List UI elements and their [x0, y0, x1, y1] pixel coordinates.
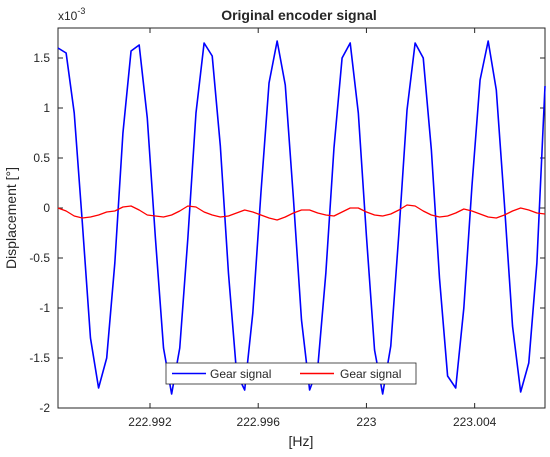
x-tick-label: 223.004 [453, 415, 497, 429]
series-line-gear-signal-blue [57, 40, 546, 395]
x-axis-ticks: 222.992 222.996 223 223.004 [128, 28, 497, 429]
y-tick-label: 1.5 [33, 51, 50, 65]
legend-label-gear-signal-red: Gear signal [340, 367, 401, 381]
legend: Gear signal Gear signal [165, 362, 417, 385]
x-tick-label: 222.996 [237, 415, 281, 429]
y-axis-label: Displacement [°] [3, 167, 19, 269]
x-axis-label: [Hz] [289, 433, 314, 449]
x-tick-label: 223 [356, 415, 376, 429]
x-tick-label: 222.992 [128, 415, 172, 429]
y-tick-label: -1 [39, 301, 50, 315]
y-axis-ticks: -2 -1.5 -1 -0.5 0 0.5 1 1.5 [29, 51, 545, 415]
y-exponent: x10-3 [58, 6, 85, 23]
series-layer [57, 40, 546, 395]
y-tick-label: -1.5 [29, 351, 50, 365]
series-line-gear-signal-red [57, 204, 546, 221]
y-tick-label: 0.5 [33, 151, 50, 165]
y-tick-label: 0 [43, 201, 50, 215]
legend-label-gear-signal-blue: Gear signal [210, 367, 271, 381]
chart-title: Original encoder signal [221, 7, 377, 23]
y-tick-label: -2 [39, 401, 50, 415]
y-tick-label: -0.5 [29, 251, 50, 265]
axes-box [57, 27, 546, 409]
y-tick-label: 1 [43, 101, 50, 115]
plot-area: 222.992 222.996 223 223.004 -2 -1.5 -1 -0.5 0 0.… [29, 27, 546, 429]
legend-box [165, 362, 417, 385]
